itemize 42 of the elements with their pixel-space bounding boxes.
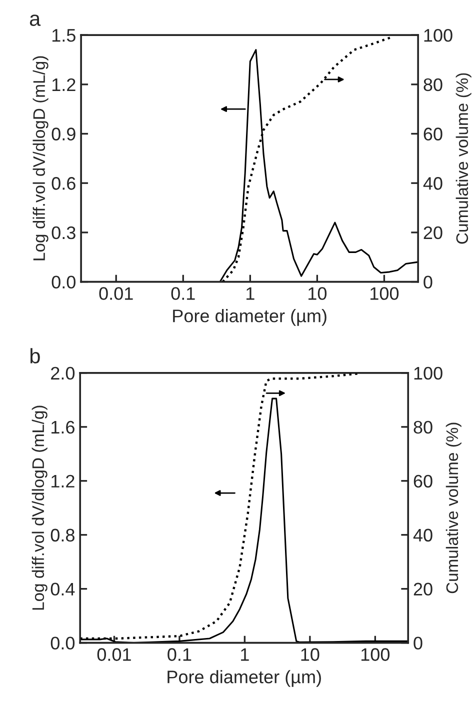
y2-tick-label: 20	[424, 226, 442, 240]
x-tick-label: 0.1	[171, 287, 195, 300]
y-tick-label: 0.0	[50, 636, 75, 650]
y-tick-label: 1.6	[52, 420, 74, 434]
y2-tick-label: 80	[414, 420, 432, 434]
x-tick-label: 100	[361, 648, 390, 661]
x-tick-label: 1	[246, 287, 254, 300]
y2-tick-label: 20	[414, 582, 432, 596]
y2-tick-label: 100	[424, 28, 452, 42]
y2-tick-label: 40	[423, 177, 442, 190]
y-axis-title: Log diff.vol dV/dlogD (mL/g)	[32, 56, 48, 260]
y-axis-title: Log diff.vol dV/dlogD (mL/g)	[32, 406, 48, 610]
y2-axis-title: Cumulative volume (%)	[456, 73, 472, 244]
x-tick-label: 0.01	[97, 648, 131, 661]
y-tick-label: 1.2	[52, 78, 76, 91]
x-tick-label: 10	[301, 648, 320, 661]
y-tick-label: 0.8	[50, 528, 74, 542]
y2-tick-label: 0	[424, 276, 432, 289]
x-tick-label: 1	[241, 648, 249, 661]
y-tick-label: 1.2	[52, 474, 74, 488]
y-tick-label: 1.5	[52, 29, 76, 42]
y2-tick-label: 80	[424, 78, 442, 92]
x-tick-label: 0.1	[168, 648, 192, 661]
y2-tick-label: 0	[414, 636, 422, 650]
y-tick-label: 0.3	[52, 226, 76, 240]
y2-tick-label: 40	[413, 528, 432, 542]
y2-axis-title: Cumulative volume (%)	[446, 422, 462, 594]
x-tick-label: 10	[308, 287, 327, 300]
y2-tick-label: 60	[424, 128, 442, 140]
x-axis-title: Pore diameter (µm)	[168, 670, 321, 687]
y-tick-label: 0.9	[52, 128, 76, 140]
y2-tick-label: 60	[414, 474, 432, 488]
y-tick-label: 0.0	[52, 276, 76, 289]
y2-tick-label: 100	[414, 366, 442, 380]
chart-title: b	[30, 348, 40, 364]
x-tick-label: 0.01	[99, 287, 133, 300]
x-axis-title: Pore diameter (µm)	[173, 309, 326, 326]
x-tick-label: 100	[370, 287, 399, 300]
y-tick-label: 2.0	[51, 366, 75, 380]
y-tick-label: 0.6	[52, 177, 76, 190]
chart-title: a	[30, 14, 41, 26]
y-tick-label: 0.4	[50, 582, 75, 596]
